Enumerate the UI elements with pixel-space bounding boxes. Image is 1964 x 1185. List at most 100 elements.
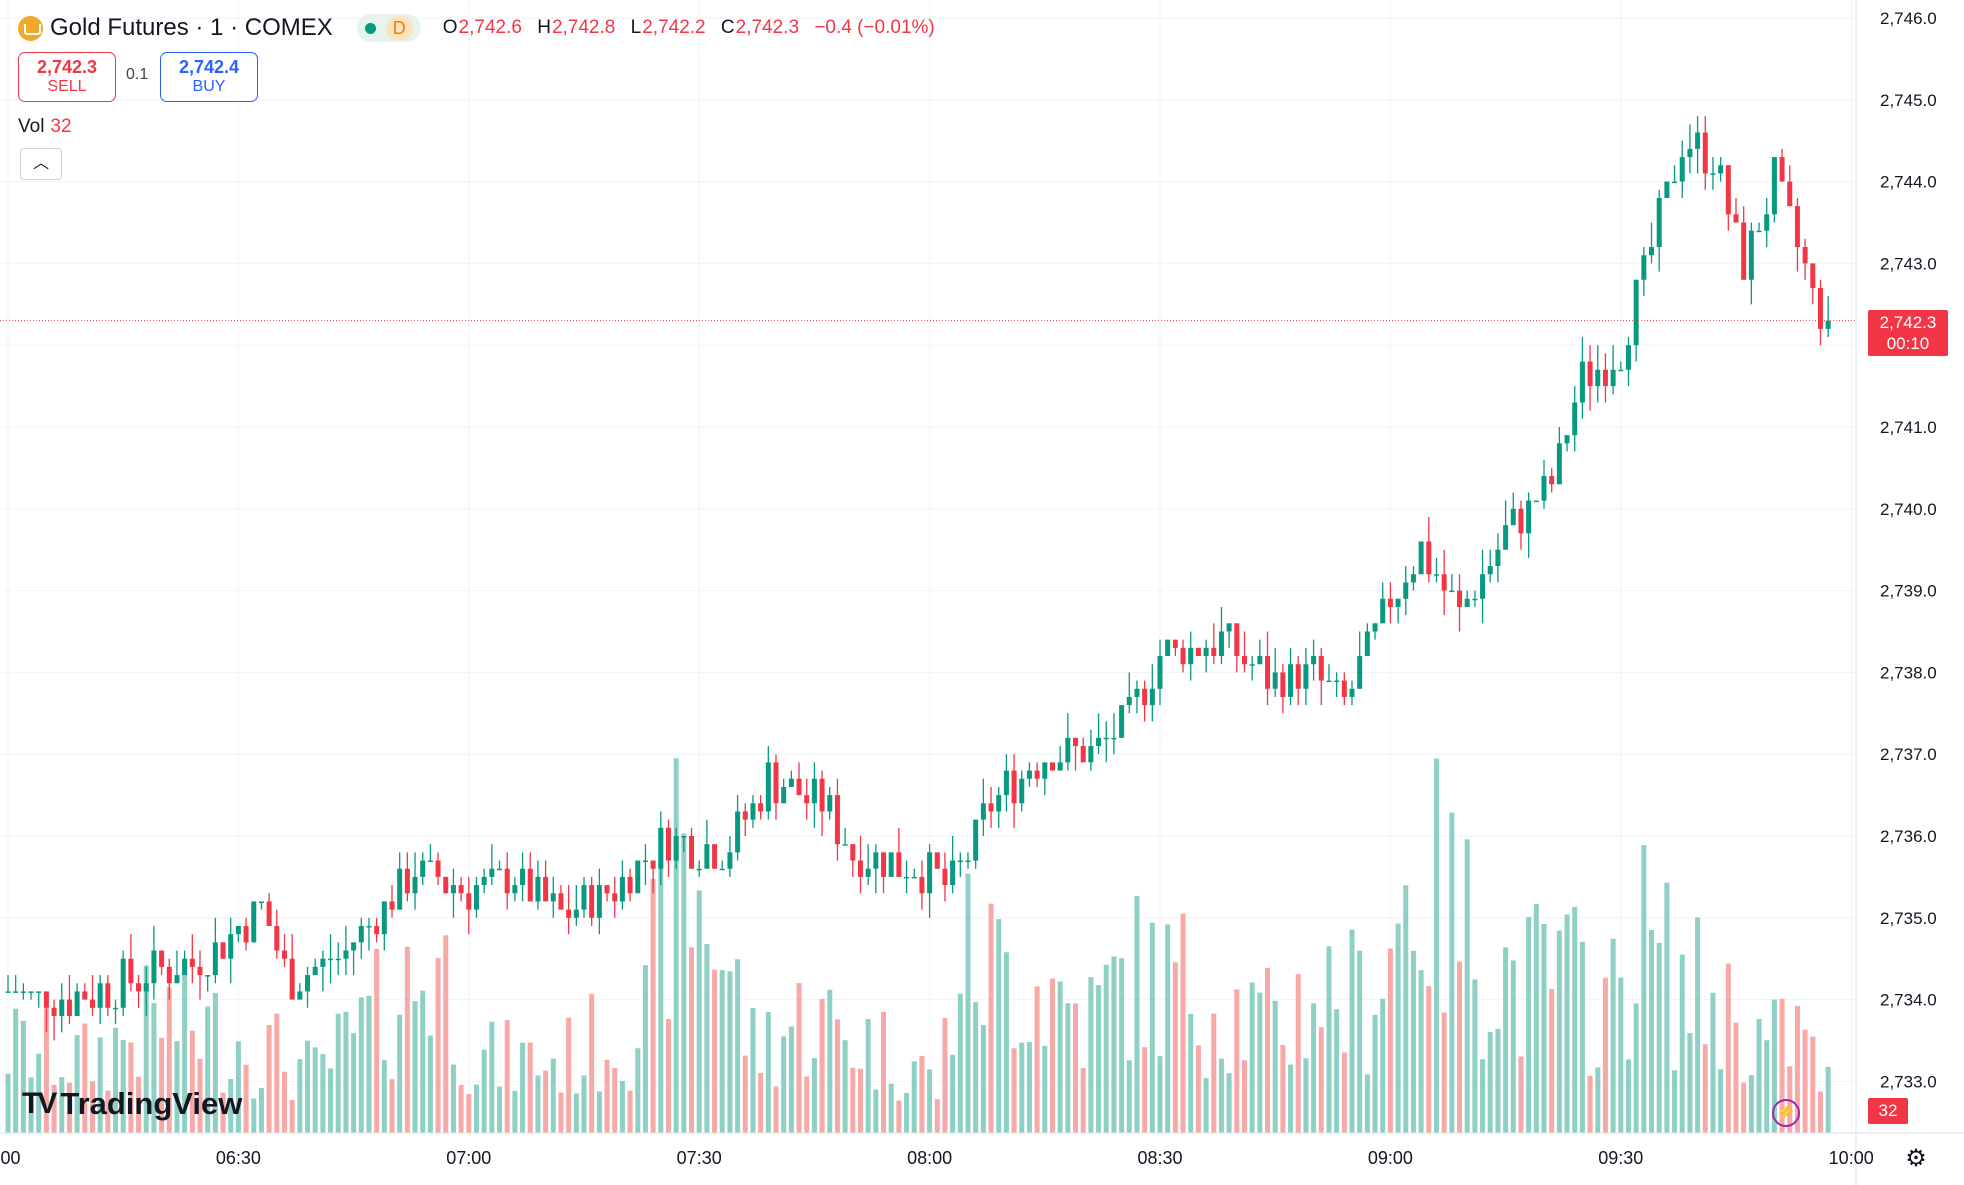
- candle-body: [973, 819, 979, 861]
- lightning-icon[interactable]: ⚡: [1772, 1099, 1800, 1127]
- candle-body: [934, 852, 940, 869]
- volume-bar: [1111, 956, 1117, 1133]
- volume-bar: [1710, 992, 1716, 1133]
- candle-body: [182, 958, 188, 976]
- candle-body: [1564, 435, 1570, 444]
- candle-body: [1080, 746, 1086, 763]
- candle-body: [258, 901, 264, 903]
- buy-button[interactable]: 2,742.4 BUY: [160, 52, 258, 102]
- volume-bar: [1042, 1045, 1048, 1133]
- volume-bar: [13, 1008, 19, 1133]
- candle-body: [980, 803, 986, 820]
- volume-bar: [1810, 1036, 1816, 1133]
- volume-bar: [335, 1013, 341, 1133]
- price-tick-label: 2,738.0: [1880, 663, 1937, 682]
- volume-bar: [1334, 1009, 1340, 1133]
- volume-bar: [1487, 1032, 1493, 1133]
- candle-body: [773, 762, 779, 804]
- candle-body: [781, 786, 787, 804]
- price-axis[interactable]: 2,733.0 2,734.0 2,735.0 2,736.0 2,737.0 2,738…: [1855, 0, 1937, 1185]
- candle-body: [1503, 525, 1509, 550]
- candle-body: [857, 860, 863, 877]
- volume-bar: [1526, 917, 1532, 1133]
- candle-body: [1472, 598, 1478, 601]
- gear-icon[interactable]: ⚙: [1905, 1145, 1927, 1172]
- candle-body: [1195, 647, 1201, 657]
- candle-body: [1165, 639, 1171, 657]
- volume-bar: [512, 1090, 518, 1133]
- candle-body: [796, 778, 802, 796]
- volume-bar: [1587, 1075, 1593, 1133]
- time-axis[interactable]: :00 06:30 07:00 07:30 08:00 08:30 09:00 09:30 10…: [0, 1132, 1964, 1168]
- volume-bar: [1503, 947, 1509, 1133]
- candle-body: [1395, 598, 1401, 607]
- candle-body: [358, 925, 364, 943]
- volume-bar: [973, 1002, 979, 1133]
- collapse-legend-button[interactable]: ︿: [20, 148, 62, 180]
- candle-body: [420, 860, 426, 877]
- candle-body: [704, 844, 710, 869]
- candle-body: [712, 844, 718, 869]
- candle-body: [1188, 647, 1194, 665]
- candle-body: [765, 762, 771, 812]
- tradingview-logo[interactable]: TV TradingView: [22, 1086, 242, 1122]
- volume-bar: [873, 1089, 879, 1133]
- candle-body: [750, 803, 756, 820]
- volume-bar: [1295, 973, 1301, 1133]
- volume-bar: [1618, 977, 1624, 1133]
- logo-text: TradingView: [60, 1086, 243, 1121]
- volume-bar: [704, 944, 710, 1133]
- volume-bar: [1380, 998, 1386, 1133]
- candle-body: [1810, 263, 1816, 288]
- candle-body: [228, 934, 234, 959]
- volume-bar: [1457, 961, 1463, 1133]
- time-tick-label: 07:00: [446, 1148, 491, 1168]
- candle-body: [328, 958, 334, 961]
- candle-body: [343, 950, 349, 959]
- volume-bar: [689, 947, 695, 1133]
- candle-body: [512, 885, 518, 894]
- chart-grid: [0, 0, 1856, 1133]
- timeframe-badge[interactable]: D: [385, 15, 413, 41]
- volume-bar: [996, 919, 1002, 1133]
- volume-bar: [497, 1086, 503, 1133]
- volume-bar: [758, 1072, 764, 1133]
- volume-bar: [473, 1084, 479, 1133]
- price-tick-label: 2,734.0: [1880, 991, 1937, 1010]
- candle-body: [1172, 639, 1178, 648]
- volume-bar: [1211, 1013, 1217, 1133]
- volume-bar: [1771, 999, 1777, 1133]
- candle-body: [988, 803, 994, 812]
- volume-bar: [1395, 923, 1401, 1133]
- volume-bar: [412, 1001, 418, 1133]
- sell-button[interactable]: 2,742.3 SELL: [18, 52, 116, 102]
- volume-bar: [665, 1018, 671, 1133]
- volume-bar: [1733, 1022, 1739, 1133]
- volume-bar: [857, 1068, 863, 1133]
- volume-bar: [1303, 1058, 1309, 1133]
- volume-legend[interactable]: Vol 32: [18, 116, 72, 138]
- candle-body: [266, 901, 272, 926]
- volume-bar: [1725, 963, 1731, 1133]
- symbol-header[interactable]: Gold Futures · 1 · COMEX D O2,742.6 H2,7…: [18, 12, 945, 44]
- volume-bar: [950, 1054, 956, 1133]
- candle-body: [466, 893, 472, 910]
- volume-bar: [1341, 1052, 1347, 1133]
- volume-bar: [120, 1039, 126, 1133]
- volume-bar: [1825, 1066, 1831, 1133]
- candle-body: [1003, 770, 1009, 796]
- volume-bar: [1142, 1047, 1148, 1133]
- symbol-title[interactable]: Gold Futures · 1 · COMEX: [50, 14, 333, 41]
- candle-body: [1664, 181, 1670, 198]
- candle-body: [1510, 508, 1516, 526]
- volume-bar: [1764, 1040, 1770, 1133]
- market-status[interactable]: D: [356, 14, 421, 42]
- candle-body: [1579, 361, 1585, 403]
- candle-body: [289, 958, 295, 1000]
- candle-body: [735, 811, 741, 853]
- candle-body: [1211, 647, 1217, 657]
- candle-body: [1011, 770, 1017, 804]
- volume-bar: [1049, 978, 1055, 1133]
- volume-bar: [965, 873, 971, 1133]
